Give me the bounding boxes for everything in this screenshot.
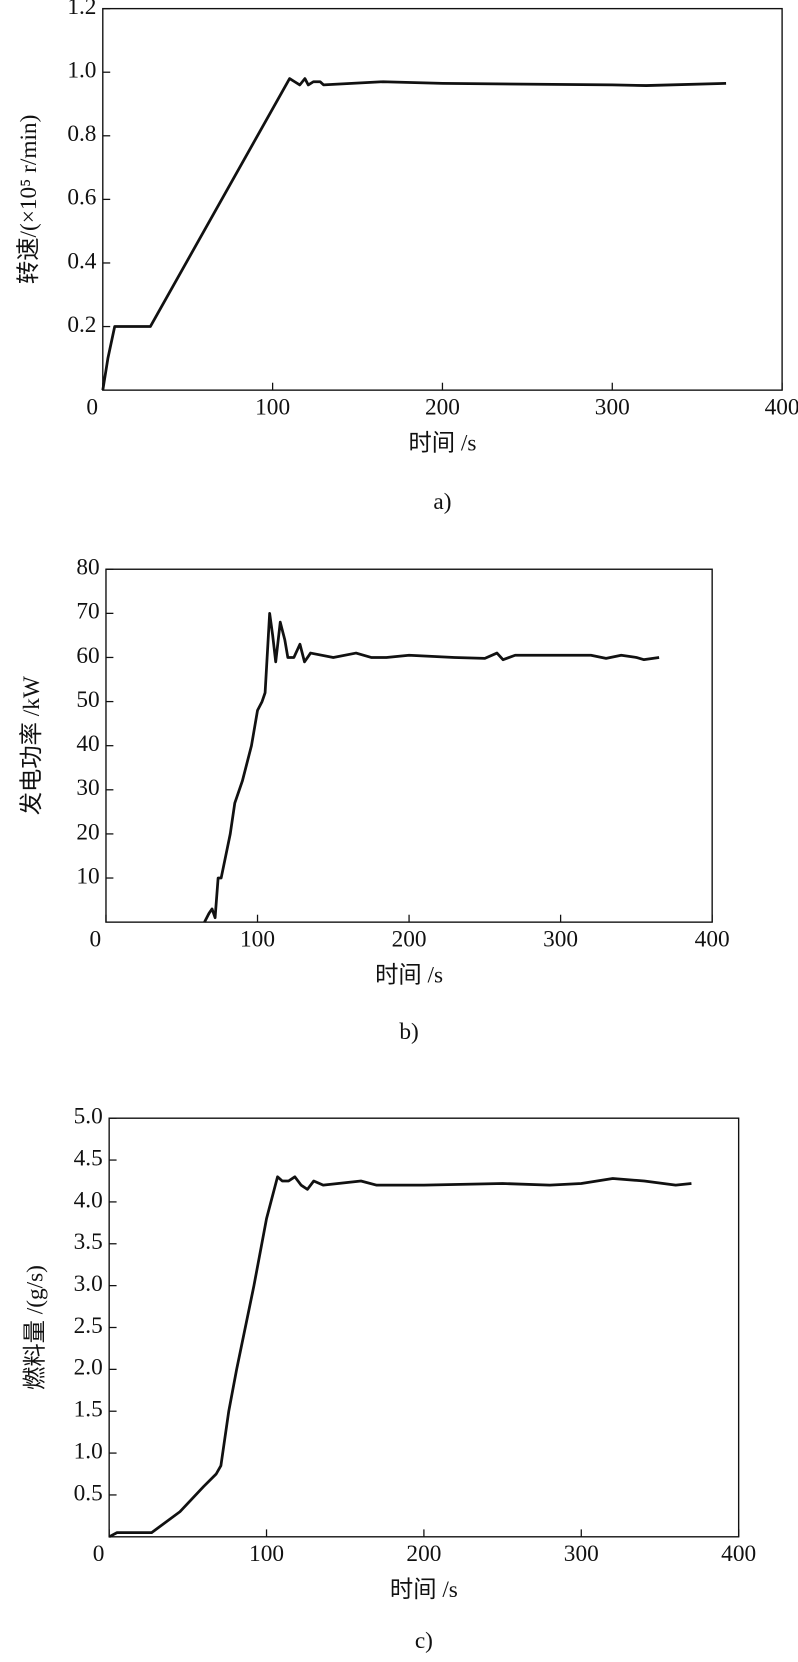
x-tick-label: 0 xyxy=(90,927,102,953)
caption: c) xyxy=(415,1628,433,1654)
y-tick-label: 0.4 xyxy=(67,248,96,274)
caption: a) xyxy=(433,489,451,515)
data-line xyxy=(203,611,660,923)
data-line xyxy=(101,77,727,391)
x-tick-label: 400 xyxy=(695,927,730,953)
y-tick-label: 0.6 xyxy=(67,185,96,211)
y-axis-label: 燃料量 /(g/s) xyxy=(21,1265,48,1390)
x-tick-label: 100 xyxy=(249,1541,284,1567)
y-tick-label: 0.2 xyxy=(67,312,96,338)
y-tick-label: 1.0 xyxy=(74,1438,103,1464)
y-tick-label: 30 xyxy=(76,775,99,801)
x-tick-label: 200 xyxy=(425,395,460,421)
y-tick-label: 2.0 xyxy=(74,1355,103,1381)
x-tick-label: 100 xyxy=(255,395,290,421)
data-line xyxy=(108,1175,692,1539)
y-axis-label: 转速/(×10⁵ r/min) xyxy=(15,115,42,284)
x-tick-label: 200 xyxy=(392,927,427,953)
x-axis-label: 时间 /s xyxy=(375,962,443,989)
x-tick-label: 100 xyxy=(240,927,275,953)
caption: b) xyxy=(399,1019,418,1045)
x-axis-label: 时间 /s xyxy=(390,1576,458,1603)
y-tick-label: 10 xyxy=(76,863,99,889)
y-tick-label: 3.0 xyxy=(74,1271,103,1297)
y-tick-label: 0.8 xyxy=(67,121,96,147)
x-tick-label: 200 xyxy=(406,1541,441,1567)
x-tick-label: 0 xyxy=(93,1541,105,1567)
x-tick-label: 300 xyxy=(595,395,630,421)
x-tick-label: 300 xyxy=(564,1541,599,1567)
y-tick-label: 1.5 xyxy=(74,1397,103,1423)
y-axis-label: 发电功率 /kW xyxy=(18,676,45,815)
y-tick-label: 3.5 xyxy=(74,1229,103,1255)
plot-frame xyxy=(102,7,783,391)
x-tick-label: 0 xyxy=(86,395,98,421)
y-tick-label: 1.2 xyxy=(67,0,96,20)
y-tick-label: 40 xyxy=(76,731,99,757)
y-tick-label: 80 xyxy=(76,555,99,581)
y-tick-label: 60 xyxy=(76,643,99,669)
y-tick-label: 50 xyxy=(76,687,99,713)
x-tick-label: 400 xyxy=(721,1541,756,1567)
y-tick-label: 2.5 xyxy=(74,1313,103,1339)
y-tick-label: 0.5 xyxy=(74,1480,103,1506)
x-tick-label: 300 xyxy=(543,927,578,953)
y-tick-label: 1.0 xyxy=(67,58,96,84)
y-tick-label: 4.0 xyxy=(74,1187,103,1213)
x-tick-label: 400 xyxy=(765,395,798,421)
x-axis-label: 时间 /s xyxy=(408,430,476,457)
y-tick-label: 20 xyxy=(76,819,99,845)
plot-frame xyxy=(105,568,713,923)
y-tick-label: 4.5 xyxy=(74,1145,103,1171)
y-tick-label: 5.0 xyxy=(74,1104,103,1130)
y-tick-label: 70 xyxy=(76,599,99,625)
